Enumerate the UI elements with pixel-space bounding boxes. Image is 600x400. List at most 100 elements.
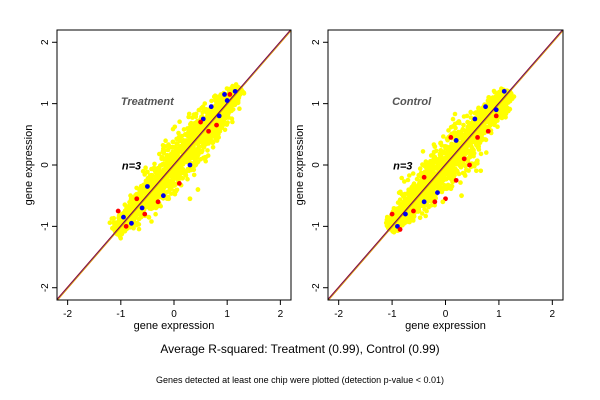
data-point-yellow — [187, 196, 193, 202]
data-point-blue — [403, 211, 408, 217]
caption-detection-note: Genes detected at least one chip were pl… — [156, 375, 444, 385]
data-point-blue — [421, 199, 427, 205]
cloud-point — [138, 214, 143, 219]
cloud-point — [485, 98, 491, 104]
cloud-point — [464, 145, 469, 151]
cloud-point — [153, 211, 158, 217]
cloud-point — [170, 126, 176, 132]
cloud-point — [433, 183, 439, 188]
data-point-red — [475, 134, 480, 140]
cloud-point — [450, 172, 456, 178]
cloud-point — [441, 134, 446, 139]
data-point-red — [115, 208, 121, 214]
cloud-point — [399, 218, 404, 224]
cloud-point — [184, 155, 189, 160]
cloud-point — [170, 139, 176, 145]
cloud-point — [205, 112, 210, 117]
cloud-point — [139, 194, 144, 200]
cloud-point — [214, 109, 220, 114]
sample-count-annotation: n=3 — [122, 160, 141, 172]
cloud-point — [458, 164, 464, 170]
cloud-point — [109, 216, 115, 221]
cloud-point — [163, 138, 168, 143]
data-point-blue — [139, 205, 145, 211]
cloud-point — [446, 128, 451, 133]
y-tick-label: -1 — [40, 221, 51, 230]
x-tick-label: 0 — [443, 309, 449, 320]
cloud-point — [459, 129, 465, 134]
data-point-red — [448, 134, 454, 140]
cloud-point — [452, 111, 458, 117]
data-point-red — [453, 177, 459, 183]
cloud-point — [174, 187, 180, 193]
x-tick-label: 2 — [278, 309, 284, 320]
cloud-point — [426, 204, 432, 210]
cloud-point — [176, 171, 182, 176]
cloud-point — [452, 142, 458, 148]
cloud-point — [416, 181, 422, 187]
data-point-blue — [216, 113, 222, 119]
data-point-yellow — [459, 193, 464, 199]
cloud-point — [190, 115, 195, 120]
cloud-point — [488, 117, 494, 123]
data-point-blue — [160, 193, 166, 199]
cloud-point — [432, 154, 438, 160]
cloud-point — [209, 125, 215, 131]
cloud-point — [403, 219, 409, 225]
cloud-point — [141, 191, 146, 196]
cloud-point — [147, 206, 152, 211]
data-point-blue — [472, 116, 478, 122]
series-red — [389, 113, 499, 232]
cloud-point — [447, 150, 452, 155]
cloud-point — [468, 115, 474, 120]
cloud-point — [453, 131, 458, 137]
cloud-point — [426, 192, 431, 198]
y-tick-label: -2 — [40, 283, 51, 292]
y-tick-label: 2 — [40, 39, 51, 45]
cloud-point — [174, 151, 179, 156]
data-point-blue — [453, 138, 459, 143]
point-cloud — [383, 86, 517, 235]
cloud-point — [215, 117, 221, 123]
cloud-point — [401, 203, 407, 208]
x-tick-label: -2 — [334, 309, 343, 320]
cloud-point — [468, 139, 474, 145]
cloud-point — [397, 197, 403, 202]
data-point-red — [142, 211, 148, 217]
cloud-point — [461, 114, 467, 119]
cloud-point — [484, 150, 489, 155]
data-point-red — [461, 156, 467, 162]
cloud-point — [228, 103, 234, 108]
panel-title: Treatment — [121, 96, 175, 108]
cloud-point — [467, 153, 473, 158]
cloud-point — [421, 163, 426, 168]
cloud-point — [169, 153, 175, 158]
cloud-point — [194, 155, 200, 160]
cloud-point — [493, 94, 498, 100]
cloud-point — [478, 130, 483, 135]
cloud-point — [195, 159, 201, 165]
cloud-point — [478, 151, 484, 157]
cloud-point — [183, 159, 189, 165]
x-axis-label: gene expression — [134, 320, 215, 332]
cloud-point — [126, 208, 132, 213]
cloud-point — [157, 151, 162, 157]
data-point-blue — [224, 98, 230, 103]
cloud-point — [226, 107, 231, 112]
diagonal-line-orange — [328, 30, 563, 300]
cloud-point — [402, 179, 407, 184]
cloud-point — [149, 166, 154, 172]
data-point-yellow — [432, 144, 438, 149]
cloud-point — [410, 171, 416, 176]
cloud-point — [149, 172, 154, 178]
cloud-point — [224, 122, 230, 127]
cloud-point — [174, 165, 179, 171]
cloud-point — [384, 217, 390, 223]
cloud-point — [407, 173, 412, 178]
cloud-point — [405, 216, 411, 222]
cloud-point — [174, 136, 179, 142]
data-point-yellow — [166, 196, 172, 202]
cloud-point — [466, 168, 471, 173]
